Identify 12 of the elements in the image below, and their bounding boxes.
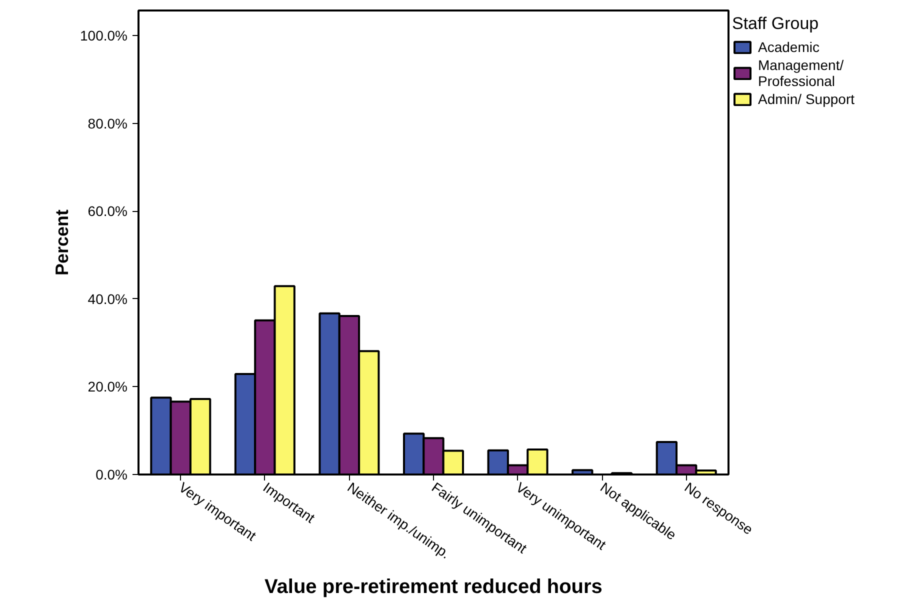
x-axis-title: Value pre-retirement reduced hours bbox=[264, 576, 602, 598]
legend-label: Management/ Professional bbox=[758, 57, 844, 89]
y-axis-title: Percent bbox=[52, 209, 72, 276]
y-tick-label: 20.0% bbox=[88, 378, 128, 395]
y-tick-label: 100.0% bbox=[80, 28, 128, 44]
legend-label: Academic bbox=[758, 39, 820, 55]
y-tick-label: 80.0% bbox=[88, 115, 128, 132]
y-tick-label: 0.0% bbox=[96, 466, 128, 482]
y-tick-label: 60.0% bbox=[88, 203, 128, 220]
y-tick-label: 40.0% bbox=[88, 290, 128, 307]
legend-title: Staff Group bbox=[732, 14, 820, 34]
legend-label: Admin/ Support bbox=[758, 91, 854, 107]
